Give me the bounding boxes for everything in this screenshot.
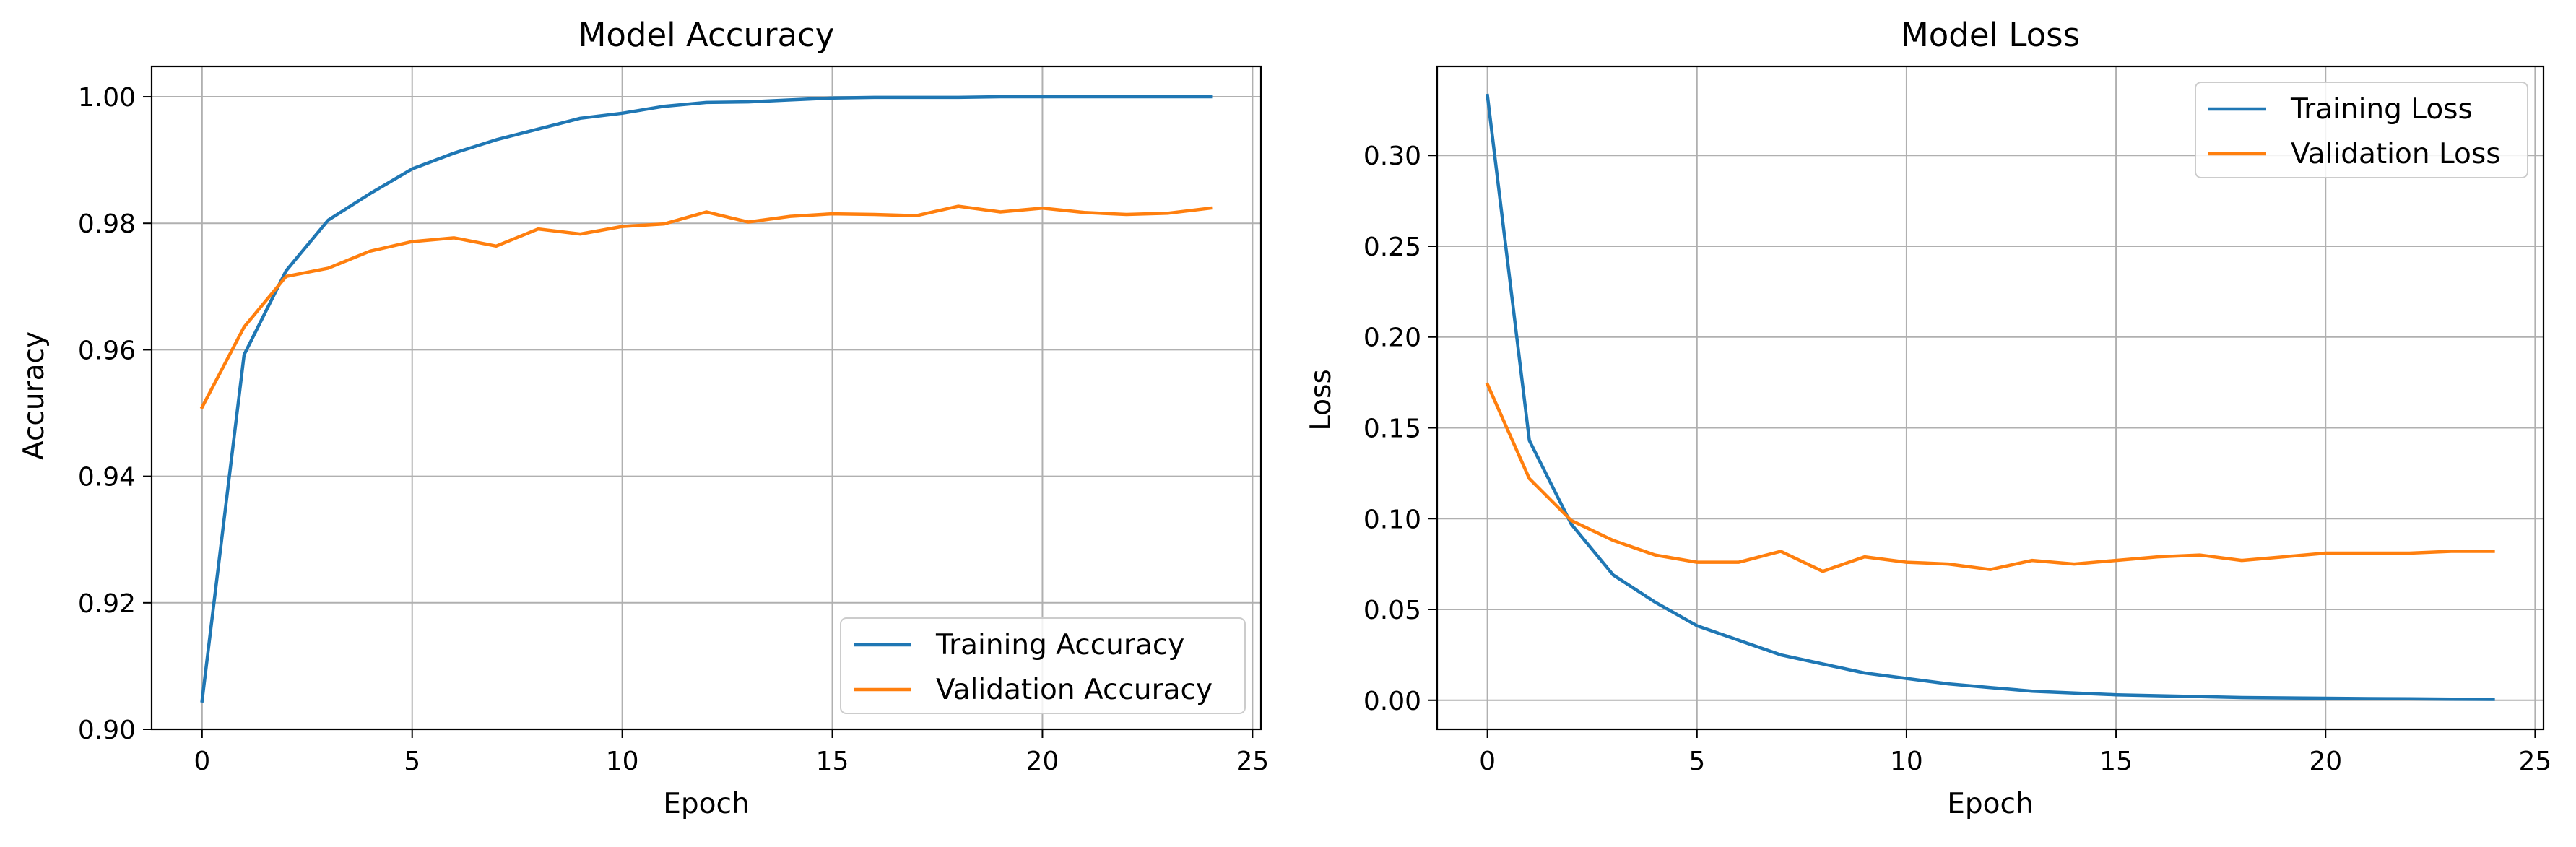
training-loss-legend-label: Training Loss bbox=[2290, 93, 2473, 126]
loss-xtick-label: 0 bbox=[1479, 747, 1496, 776]
accuracy-ytick-label: 0.92 bbox=[78, 589, 136, 619]
accuracy-chart-xlabel: Epoch bbox=[663, 788, 749, 820]
accuracy-xtick-label: 5 bbox=[404, 747, 420, 776]
accuracy-ytick-label: 1.00 bbox=[78, 83, 136, 113]
accuracy-chart-title: Model Accuracy bbox=[578, 16, 835, 54]
accuracy-xtick-label: 25 bbox=[1236, 747, 1269, 776]
accuracy-chart: Model Accuracy Epoch Accuracy 0 5 10 15 20 25… bbox=[18, 16, 1269, 820]
training-accuracy-line bbox=[200, 95, 1213, 703]
accuracy-legend-box bbox=[840, 617, 1246, 714]
loss-ytick-label: 0.10 bbox=[1363, 505, 1421, 534]
validation-loss-legend-label: Validation Loss bbox=[2291, 138, 2501, 170]
accuracy-series bbox=[199, 95, 1213, 703]
accuracy-ytick-label: 0.90 bbox=[78, 716, 136, 745]
loss-chart: Model Loss Epoch Loss 0 5 10 15 20 25 0.00 0.05… bbox=[1305, 16, 2551, 820]
accuracy-ytick-label: 0.94 bbox=[78, 463, 136, 492]
loss-xtick-label: 10 bbox=[1890, 747, 1923, 776]
loss-ytick-label: 0.05 bbox=[1363, 596, 1421, 625]
loss-xtick-label: 20 bbox=[2309, 747, 2342, 776]
accuracy-xtick-label: 15 bbox=[816, 747, 849, 776]
loss-ytick-label: 0.25 bbox=[1363, 233, 1421, 262]
accuracy-ytick-label: 0.98 bbox=[78, 209, 136, 239]
loss-ytick-label: 0.00 bbox=[1363, 687, 1421, 716]
loss-ytick-label: 0.30 bbox=[1363, 142, 1421, 171]
accuracy-plot-frame bbox=[150, 65, 1262, 731]
training-accuracy-legend-label: Training Accuracy bbox=[935, 629, 1184, 661]
loss-legend: Training Loss Validation Loss bbox=[2195, 82, 2528, 178]
loss-plot-frame bbox=[1436, 65, 2545, 731]
accuracy-chart-ylabel: Accuracy bbox=[18, 331, 51, 460]
accuracy-xtick-label: 10 bbox=[606, 747, 639, 776]
validation-loss-line bbox=[1485, 382, 2495, 573]
loss-grid bbox=[1437, 66, 2544, 729]
accuracy-ytick-label: 0.96 bbox=[78, 336, 136, 365]
accuracy-ticks: 0 5 10 15 20 25 0.90 0.92 0.94 0.96 0.98 1.00 bbox=[78, 83, 1269, 776]
accuracy-xtick-label: 20 bbox=[1026, 747, 1059, 776]
accuracy-legend: Training Accuracy Validation Accuracy bbox=[840, 617, 1246, 714]
loss-series bbox=[1485, 93, 2495, 701]
training-loss-line bbox=[1486, 93, 2495, 701]
loss-ytick-label: 0.20 bbox=[1363, 323, 1421, 353]
loss-chart-title: Model Loss bbox=[1901, 16, 2080, 54]
loss-xtick-label: 15 bbox=[2099, 747, 2133, 776]
validation-accuracy-legend-label: Validation Accuracy bbox=[936, 674, 1213, 706]
loss-xtick-label: 5 bbox=[1688, 747, 1705, 776]
loss-chart-xlabel: Epoch bbox=[1947, 788, 2033, 820]
loss-ytick-label: 0.15 bbox=[1363, 414, 1421, 443]
accuracy-xtick-label: 0 bbox=[194, 747, 210, 776]
validation-accuracy-line bbox=[199, 204, 1213, 410]
loss-legend-box bbox=[2195, 82, 2528, 178]
loss-chart-ylabel: Loss bbox=[1305, 369, 1337, 431]
loss-xtick-label: 25 bbox=[2518, 747, 2551, 776]
loss-ticks: 0 5 10 15 20 25 0.00 0.05 0.10 0.15 0.20 0.25 0.30 bbox=[1363, 142, 2551, 776]
